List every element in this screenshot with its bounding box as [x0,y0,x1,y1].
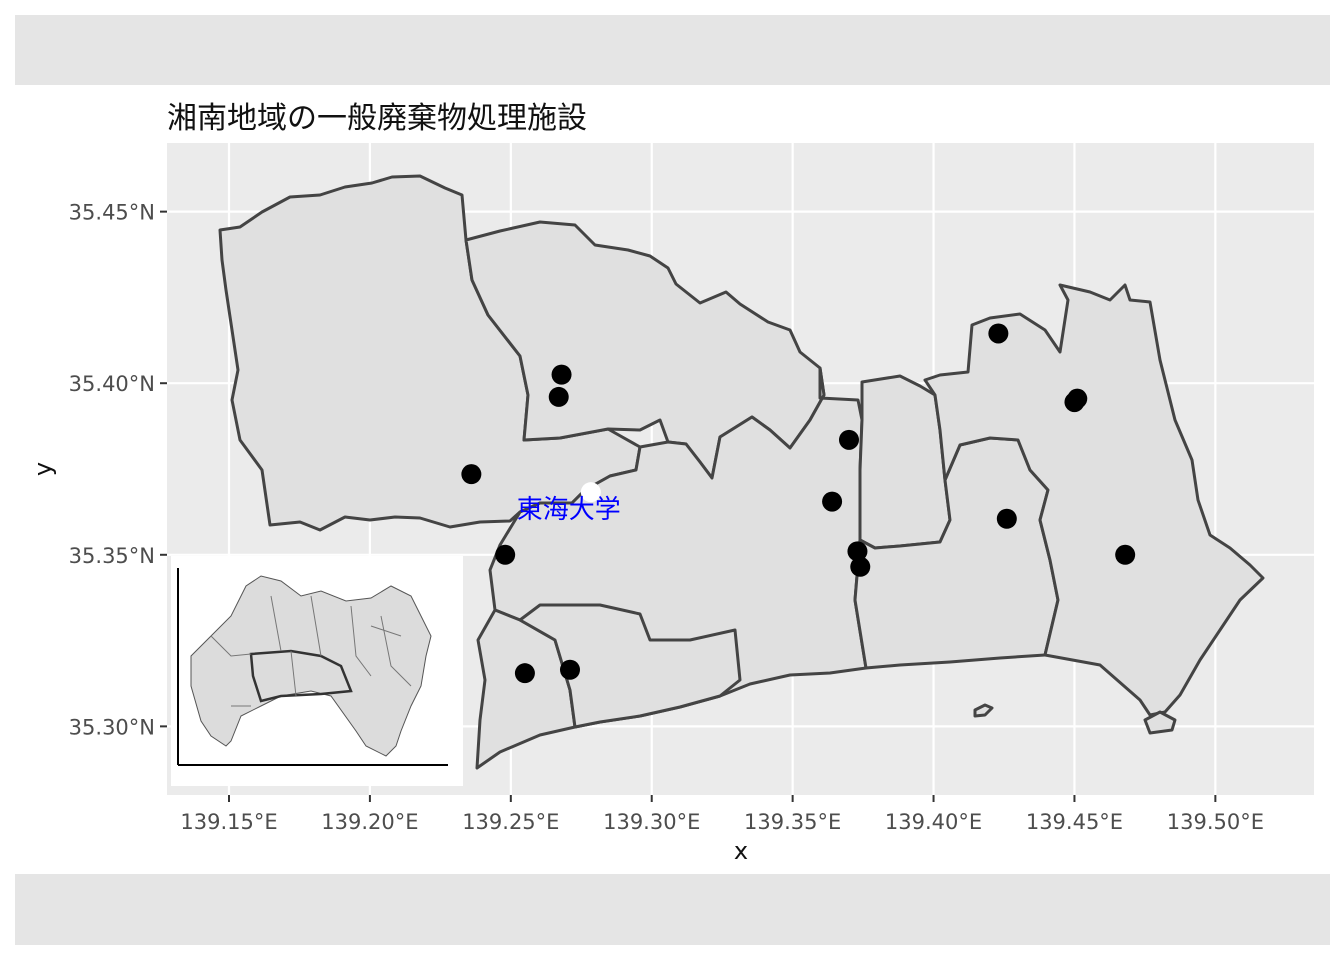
facility-point [560,659,580,680]
x-tick-label: 139.35°E [744,810,841,834]
y-tick-label: 35.45°N [69,201,155,225]
facility-point [551,364,572,385]
facility-point [548,386,569,407]
facility-point [847,541,868,562]
facility-point [514,663,535,684]
facility-point [495,544,516,565]
x-tick-label: 139.40°E [885,810,982,834]
bottom-gray-band [15,874,1330,945]
inset-municipal-lines [210,595,412,707]
facility-points [461,323,1136,684]
label-layer: 東海大学 [517,482,621,525]
region-enoshima [1143,710,1177,735]
facility-point [1067,388,1088,409]
x-tick-label: 139.20°E [321,810,418,834]
y-tick-label: 35.35°N [69,544,155,568]
y-axis-title: y [29,462,57,476]
facility-point [988,323,1009,344]
x-tick-label: 139.15°E [180,810,277,834]
tokai-university-label: 東海大学 [517,495,621,525]
municipality-boundaries [218,174,1265,770]
map-title: 湘南地域の一般廃棄物処理施設 [167,101,587,136]
region-fujisawa [923,283,1265,717]
facility-point [461,464,482,485]
facility-point [1115,544,1136,565]
x-tick-label: 139.50°E [1167,810,1264,834]
top-gray-band [15,15,1330,85]
x-tick-label: 139.25°E [462,810,559,834]
axis-ticks: 139.15°E 139.20°E 139.25°E 139.30°E 139.35°E… [69,201,1264,834]
inset-shonan-highlight [249,649,353,703]
x-tick-label: 139.30°E [603,810,700,834]
y-tick-label: 35.30°N [69,715,155,739]
inset-map [171,556,463,786]
y-tick-label: 35.40°N [69,372,155,396]
tokai-university-marker [580,482,601,503]
x-axis-title: x [734,837,748,865]
region-ninomiya [518,603,742,729]
region-islet [973,703,994,718]
facility-point [996,508,1017,529]
inset-map-graphic [177,568,448,766]
facility-point [822,491,843,512]
facility-point [850,556,871,577]
x-tick-label: 139.45°E [1026,810,1123,834]
facility-point [839,429,859,450]
inset-prefecture-outline [190,575,432,757]
